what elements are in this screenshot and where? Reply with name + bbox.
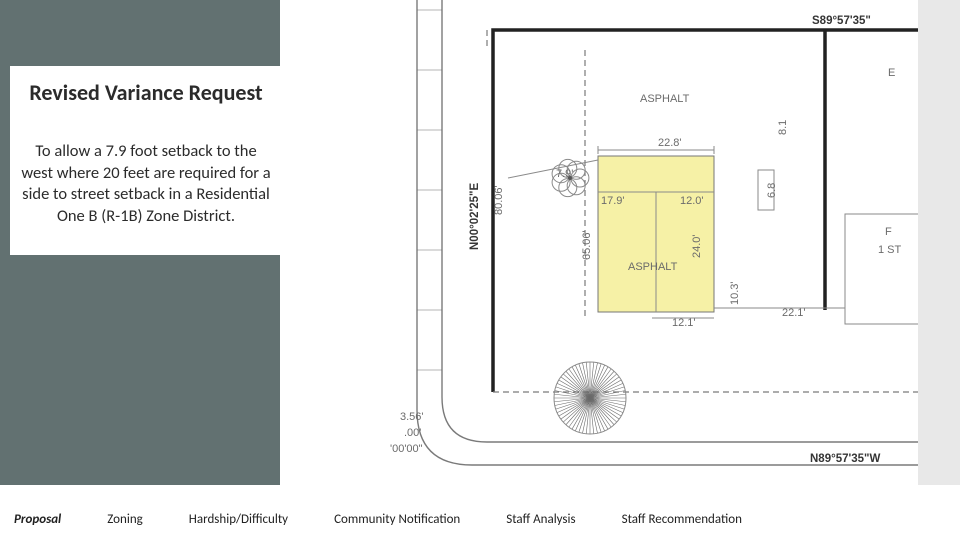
right-edge-mask: [918, 0, 960, 485]
svg-text:65.06': 65.06': [581, 230, 593, 260]
svg-text:6.8: 6.8: [766, 183, 778, 198]
svg-text:80.06': 80.06': [493, 185, 505, 215]
svg-text:ASPHALT: ASPHALT: [628, 261, 678, 273]
section-nav: Proposal Zoning Hardship/Difficulty Communi…: [0, 498, 960, 540]
svg-text:N00°02'25"E: N00°02'25"E: [469, 183, 481, 250]
svg-text:12.0': 12.0': [680, 195, 704, 207]
svg-text:22.1': 22.1': [782, 307, 806, 319]
svg-text:12.1': 12.1': [672, 317, 696, 329]
svg-text:S89°57'35": S89°57'35": [812, 15, 871, 27]
svg-text:E: E: [888, 67, 895, 79]
svg-text:1 ST: 1 ST: [878, 244, 902, 256]
svg-text:N89°57'35"W: N89°57'35"W: [810, 453, 880, 465]
svg-text:24.0': 24.0': [691, 234, 703, 258]
text-panel: Revised Variance Request To allow a 7.9 …: [10, 66, 282, 255]
nav-item-proposal[interactable]: Proposal: [14, 512, 61, 527]
svg-text:8.1: 8.1: [777, 120, 789, 135]
nav-item-staff-analysis[interactable]: Staff Analysis: [506, 512, 575, 527]
svg-text:22.8': 22.8': [658, 137, 682, 149]
svg-text:'00'00": '00'00": [390, 443, 423, 455]
nav-item-zoning[interactable]: Zoning: [107, 512, 143, 527]
svg-text:17.9': 17.9': [601, 195, 625, 207]
panel-body: To allow a 7.9 foot setback to the west …: [20, 141, 272, 227]
map-svg: S89°57'35" N89°57'35"W N00°02'25"E 80.06' 65…: [380, 0, 940, 485]
svg-text:ASPHALT: ASPHALT: [640, 93, 690, 105]
site-plan-map: S89°57'35" N89°57'35"W N00°02'25"E 80.06' 65…: [380, 0, 940, 485]
svg-text:10.3': 10.3': [729, 281, 741, 305]
svg-text:3.56': 3.56': [400, 411, 424, 423]
nav-item-staff-recommendation[interactable]: Staff Recommendation: [622, 512, 742, 527]
svg-text:F: F: [885, 226, 892, 238]
nav-item-hardship-difficulty[interactable]: Hardship/Difficulty: [189, 512, 288, 527]
svg-text:.00': .00': [404, 427, 421, 439]
panel-title: Revised Variance Request: [20, 80, 272, 105]
svg-text:7.9': 7.9': [556, 168, 573, 180]
nav-item-community-notification[interactable]: Community Notification: [334, 512, 460, 527]
